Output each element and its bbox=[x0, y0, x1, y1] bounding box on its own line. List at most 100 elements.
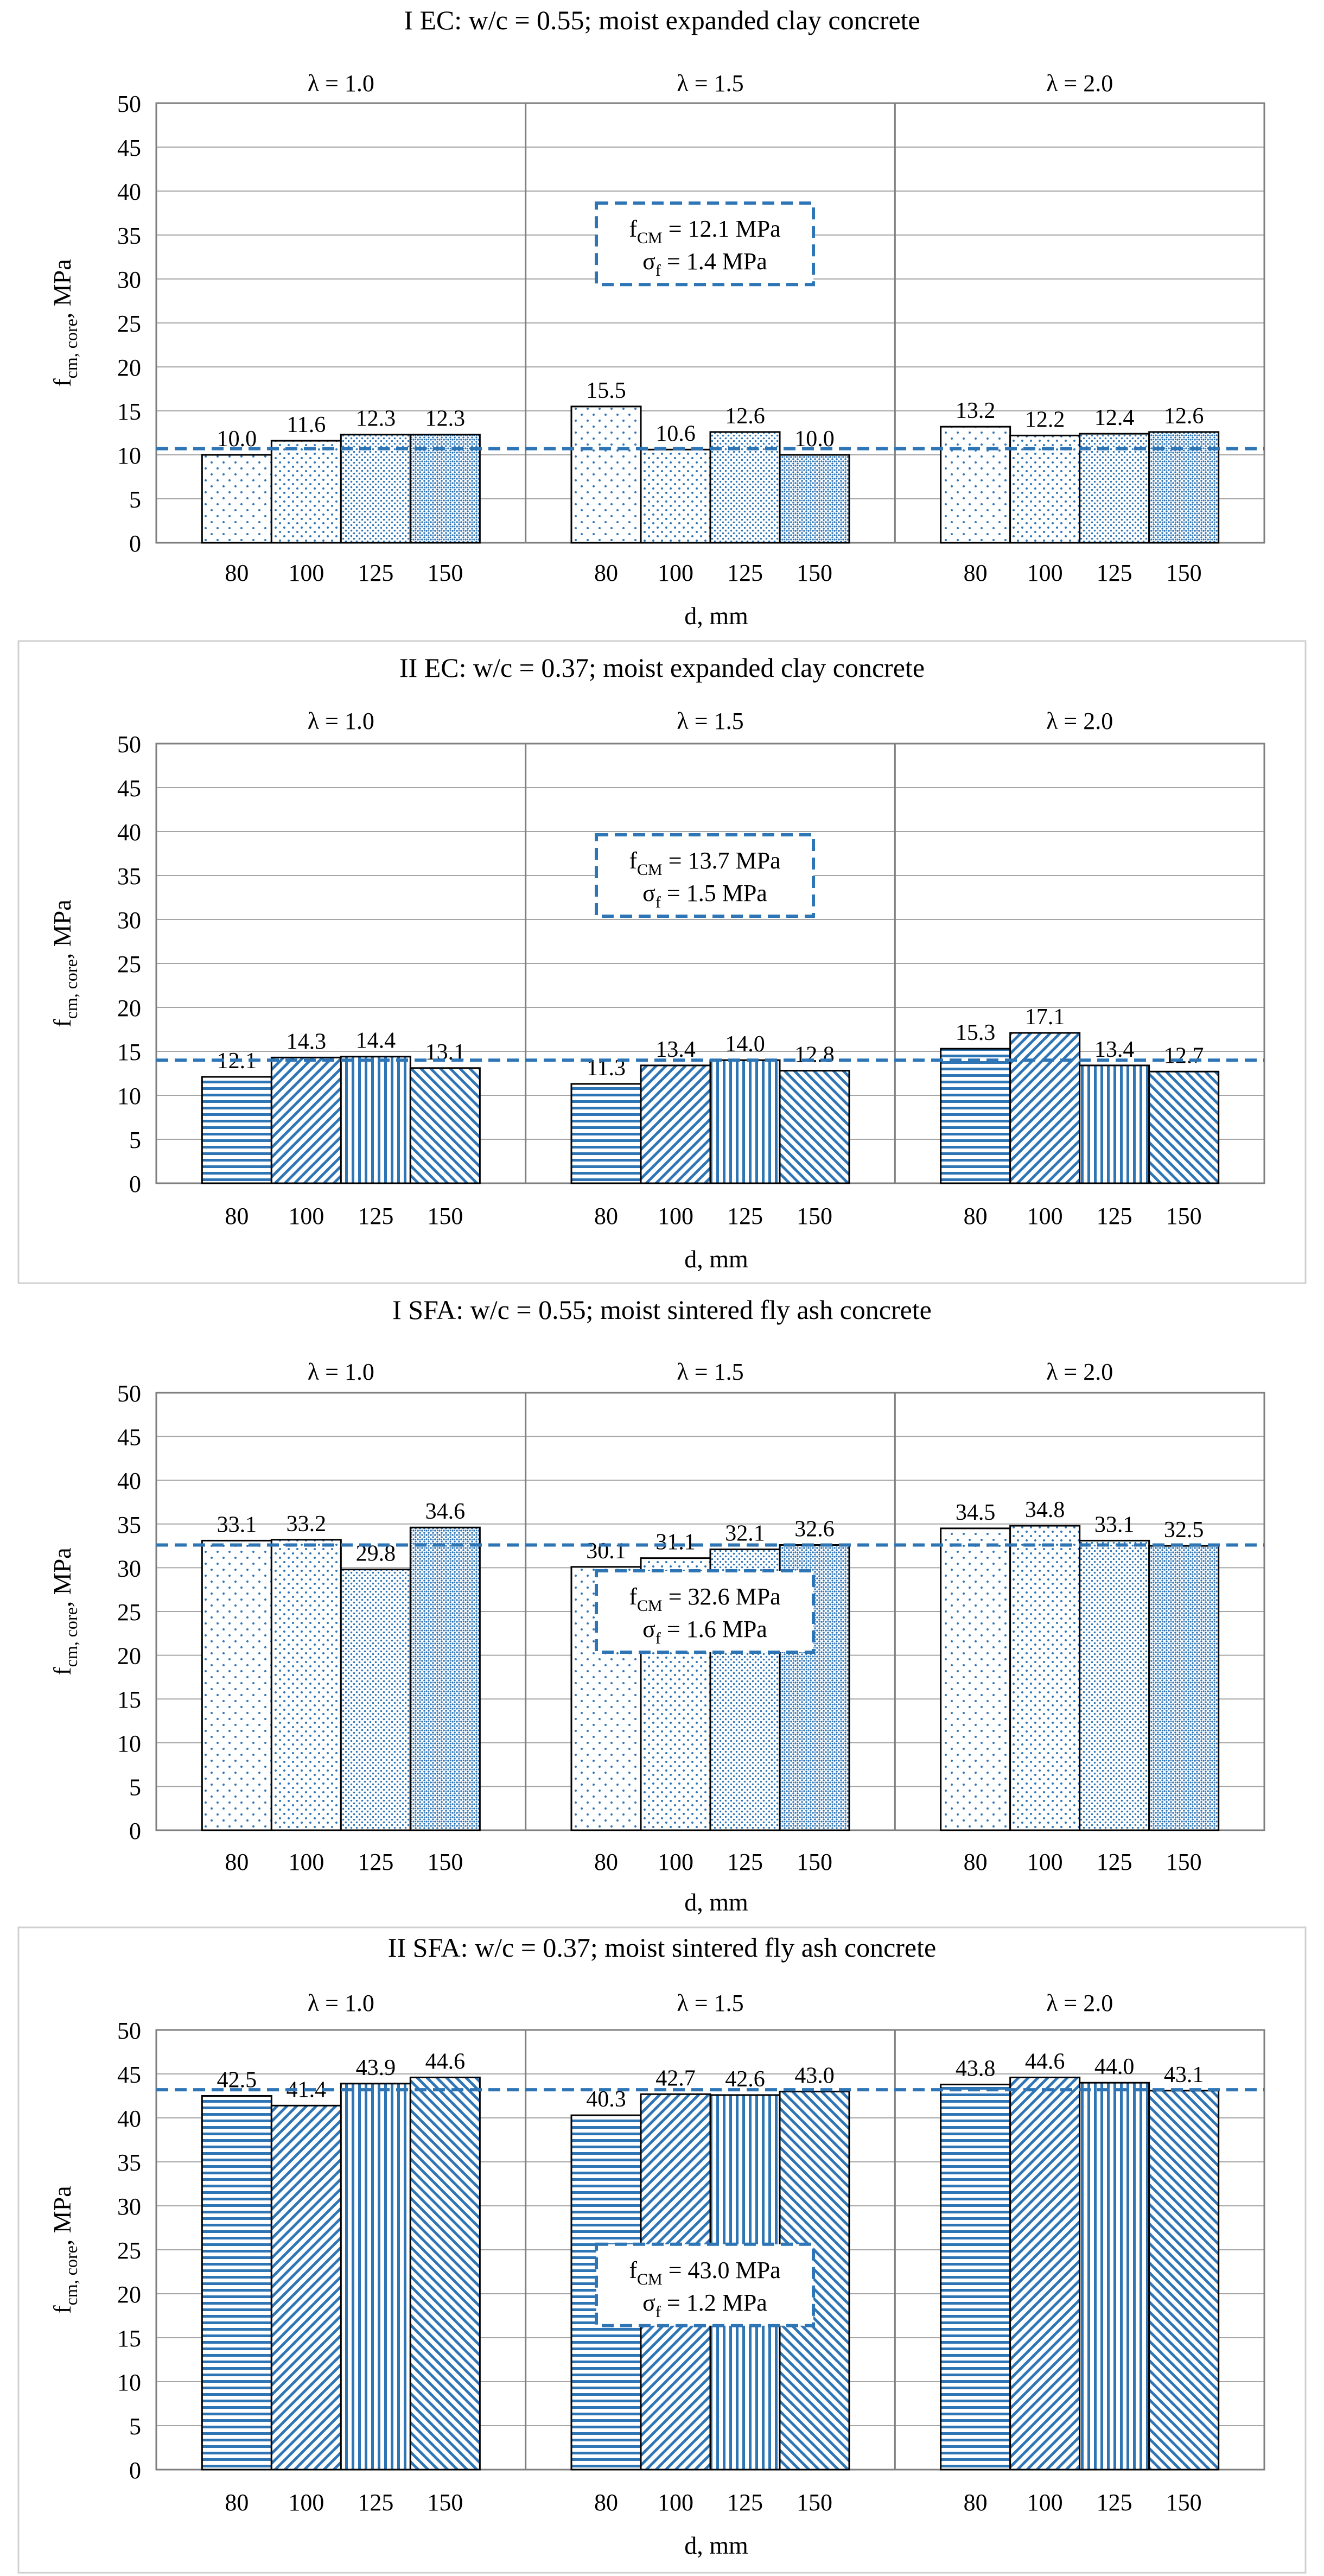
x-category-label: 80 bbox=[964, 560, 988, 586]
stats-annotation-box bbox=[595, 833, 815, 918]
bar-value-label: 34.5 bbox=[956, 1500, 996, 1525]
lambda-group-label: λ = 2.0 bbox=[1046, 1359, 1113, 1385]
bar bbox=[940, 426, 1011, 544]
bar bbox=[1079, 1064, 1150, 1184]
bar bbox=[1079, 1539, 1150, 1831]
y-tick-label: 35 bbox=[117, 1512, 141, 1538]
y-tick-label: 15 bbox=[117, 1039, 141, 1065]
y-tick-label: 50 bbox=[117, 731, 141, 758]
x-category-label: 100 bbox=[658, 560, 693, 586]
chart-title: I EC: w/c = 0.55; moist expanded clay co… bbox=[404, 5, 920, 35]
y-tick-label: 25 bbox=[117, 1599, 141, 1626]
lambda-group-label: λ = 2.0 bbox=[1046, 70, 1113, 97]
bar bbox=[1148, 431, 1220, 544]
bar bbox=[340, 434, 411, 544]
x-category-label: 100 bbox=[288, 1849, 324, 1875]
x-category-label: 150 bbox=[1166, 1203, 1202, 1229]
panel-border bbox=[17, 640, 1307, 1284]
bar bbox=[270, 1539, 342, 1831]
x-category-label: 80 bbox=[225, 1203, 249, 1229]
bar-value-label: 33.1 bbox=[1094, 1512, 1135, 1537]
x-category-label: 125 bbox=[1097, 2489, 1132, 2516]
y-tick-label: 30 bbox=[117, 1555, 141, 1582]
bar-value-label: 14.4 bbox=[356, 1029, 396, 1054]
bar bbox=[340, 2083, 411, 2471]
bar bbox=[640, 448, 711, 544]
bar bbox=[640, 1064, 711, 1184]
x-category-label: 80 bbox=[225, 2489, 249, 2516]
bar bbox=[1079, 433, 1150, 544]
y-tick-label: 45 bbox=[117, 775, 141, 802]
y-tick-label: 25 bbox=[117, 951, 141, 978]
y-tick-label: 30 bbox=[117, 2193, 141, 2220]
bar bbox=[1009, 1525, 1081, 1831]
bar bbox=[1009, 434, 1081, 544]
x-category-label: 125 bbox=[1097, 1849, 1132, 1875]
y-tick-label: 35 bbox=[117, 2149, 141, 2176]
bar bbox=[201, 1076, 272, 1184]
lambda-group-label: λ = 1.5 bbox=[677, 1990, 743, 2016]
x-category-label: 80 bbox=[964, 1203, 988, 1229]
bar-value-label: 43.8 bbox=[956, 2056, 996, 2081]
x-category-label: 80 bbox=[225, 1849, 249, 1875]
bar-value-label: 14.3 bbox=[287, 1029, 327, 1054]
y-tick-label: 10 bbox=[117, 1083, 141, 1109]
bar-value-label: 14.0 bbox=[725, 1032, 765, 1057]
x-category-label: 125 bbox=[358, 1849, 393, 1875]
x-category-label: 80 bbox=[964, 1849, 988, 1875]
bar bbox=[709, 431, 781, 544]
x-category-label: 100 bbox=[288, 560, 324, 586]
x-category-label: 125 bbox=[727, 2489, 763, 2516]
mean-strength-label: fCM = 13.7 MPa bbox=[629, 847, 780, 879]
bar bbox=[1148, 1070, 1220, 1184]
bar bbox=[409, 2076, 481, 2471]
x-category-label: 150 bbox=[797, 560, 832, 586]
lambda-group-label: λ = 1.5 bbox=[677, 708, 743, 734]
x-axis-label: d, mm bbox=[684, 602, 748, 630]
lambda-group-label: λ = 1.0 bbox=[308, 1990, 374, 2016]
bar-value-label: 33.2 bbox=[287, 1512, 327, 1537]
x-category-label: 125 bbox=[727, 1203, 763, 1229]
chart-i-ec-svg: I EC: w/c = 0.55; moist expanded clay co… bbox=[48, 5, 1265, 630]
y-tick-label: 30 bbox=[117, 267, 141, 293]
y-tick-label: 45 bbox=[117, 2061, 141, 2088]
bar bbox=[270, 2104, 342, 2471]
chart-i-sfa-svg: I SFA: w/c = 0.55; moist sintered fly as… bbox=[48, 1295, 1265, 1916]
bar bbox=[779, 1070, 850, 1184]
y-tick-label: 50 bbox=[117, 91, 141, 117]
x-category-label: 80 bbox=[594, 1203, 618, 1229]
bar-value-label: 12.6 bbox=[1164, 404, 1204, 429]
x-category-label: 100 bbox=[1027, 1203, 1063, 1229]
chart-title: II EC: w/c = 0.37; moist expanded clay c… bbox=[399, 652, 925, 683]
x-category-label: 125 bbox=[358, 2489, 393, 2516]
chart-ii-ec-svg: II EC: w/c = 0.37; moist expanded clay c… bbox=[17, 640, 1307, 1284]
y-tick-label: 45 bbox=[117, 135, 141, 161]
y-tick-label: 0 bbox=[129, 2457, 141, 2484]
bar bbox=[201, 454, 272, 544]
bar bbox=[1009, 2076, 1081, 2471]
bar bbox=[940, 1527, 1011, 1831]
lambda-group-label: λ = 2.0 bbox=[1046, 708, 1113, 734]
x-category-label: 100 bbox=[658, 2489, 693, 2516]
mean-strength-label: fCM = 12.1 MPa bbox=[629, 215, 780, 247]
y-tick-label: 20 bbox=[117, 995, 141, 1021]
x-axis-label: d, mm bbox=[684, 2531, 748, 2559]
bar bbox=[340, 1569, 411, 1831]
bar bbox=[270, 440, 342, 544]
x-category-label: 150 bbox=[1166, 1849, 1202, 1875]
y-axis-label: fcm, core, MPa bbox=[48, 259, 81, 386]
x-category-label: 100 bbox=[1027, 560, 1063, 586]
bar bbox=[779, 454, 850, 544]
bar bbox=[570, 405, 642, 544]
x-category-label: 150 bbox=[797, 2489, 832, 2516]
x-category-label: 80 bbox=[594, 560, 618, 586]
x-category-label: 150 bbox=[1166, 2489, 1202, 2516]
bar-value-label: 11.6 bbox=[287, 413, 326, 437]
y-tick-label: 0 bbox=[129, 530, 141, 557]
bar-value-label: 44.0 bbox=[1094, 2054, 1135, 2079]
x-category-label: 100 bbox=[288, 1203, 324, 1229]
stats-annotation-box bbox=[595, 2242, 815, 2327]
bar bbox=[409, 434, 481, 544]
y-tick-label: 15 bbox=[117, 2325, 141, 2352]
chart-title: I SFA: w/c = 0.55; moist sintered fly as… bbox=[392, 1295, 932, 1325]
